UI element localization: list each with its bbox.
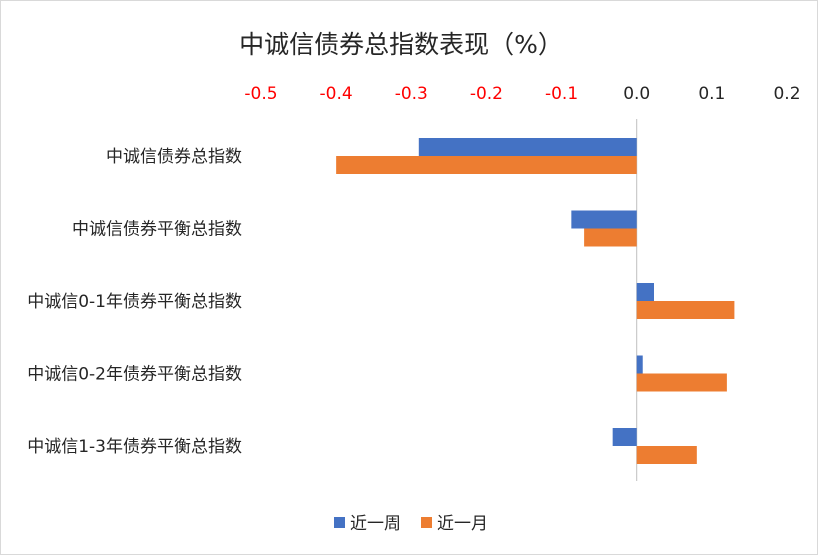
bar-month bbox=[636, 446, 697, 464]
category-label: 中诚信0-1年债券平衡总指数 bbox=[27, 292, 242, 312]
category-label: 中诚信债券平衡总指数 bbox=[72, 220, 242, 240]
x-tick-label: 0.1 bbox=[698, 84, 725, 104]
bar-week bbox=[636, 355, 643, 374]
legend-label: 近一月 bbox=[437, 514, 488, 534]
bar-week bbox=[418, 138, 637, 156]
x-axis: -0.5 -0.4 -0.3 -0.2 -0.1 0.0 0.1 0.2 bbox=[244, 84, 800, 104]
bar-week bbox=[612, 428, 637, 446]
x-tick-label: -0.3 bbox=[395, 84, 428, 104]
bar-week bbox=[571, 210, 637, 229]
bar-month bbox=[584, 228, 637, 247]
x-tick-label: 0.2 bbox=[773, 84, 800, 104]
legend-swatch bbox=[334, 517, 345, 528]
chart-title: 中诚信债券总指数表现（%） bbox=[239, 30, 563, 59]
legend: 近一周 近一月 bbox=[334, 514, 488, 534]
category-label: 中诚信0-2年债券平衡总指数 bbox=[27, 365, 242, 385]
legend-swatch bbox=[421, 517, 432, 528]
category-labels: 中诚信债券总指数中诚信债券平衡总指数中诚信0-1年债券平衡总指数中诚信0-2年债… bbox=[27, 147, 242, 457]
category-label: 中诚信债券总指数 bbox=[106, 147, 242, 167]
bar-week bbox=[636, 283, 654, 301]
bar-month bbox=[636, 373, 727, 392]
bars bbox=[336, 138, 735, 464]
x-tick-label: -0.4 bbox=[320, 84, 353, 104]
x-tick-label: -0.2 bbox=[470, 84, 503, 104]
category-label: 中诚信1-3年债券平衡总指数 bbox=[27, 437, 242, 457]
legend-label: 近一周 bbox=[350, 514, 401, 534]
x-tick-label: -0.1 bbox=[545, 84, 578, 104]
x-tick-label: 0.0 bbox=[623, 84, 650, 104]
x-tick-label: -0.5 bbox=[244, 84, 277, 104]
bar-month bbox=[636, 301, 735, 319]
bar-month bbox=[336, 156, 637, 174]
